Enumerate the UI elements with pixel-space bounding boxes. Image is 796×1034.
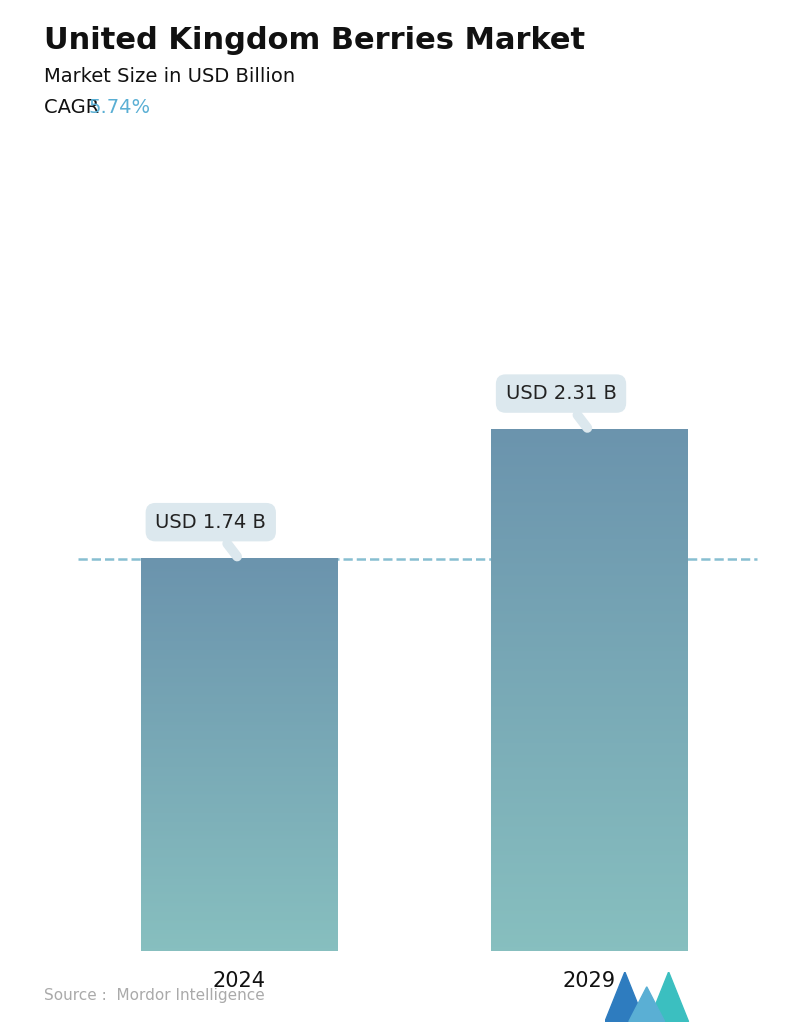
Polygon shape — [649, 972, 689, 1022]
Text: CAGR: CAGR — [44, 98, 105, 117]
Text: United Kingdom Berries Market: United Kingdom Berries Market — [44, 26, 585, 55]
Text: USD 1.74 B: USD 1.74 B — [155, 513, 266, 556]
Text: USD 2.31 B: USD 2.31 B — [505, 384, 616, 428]
Polygon shape — [605, 972, 645, 1022]
Text: Source :  Mordor Intelligence: Source : Mordor Intelligence — [44, 987, 264, 1003]
Text: 5.74%: 5.74% — [88, 98, 150, 117]
Text: Market Size in USD Billion: Market Size in USD Billion — [44, 67, 295, 86]
Polygon shape — [629, 986, 665, 1022]
